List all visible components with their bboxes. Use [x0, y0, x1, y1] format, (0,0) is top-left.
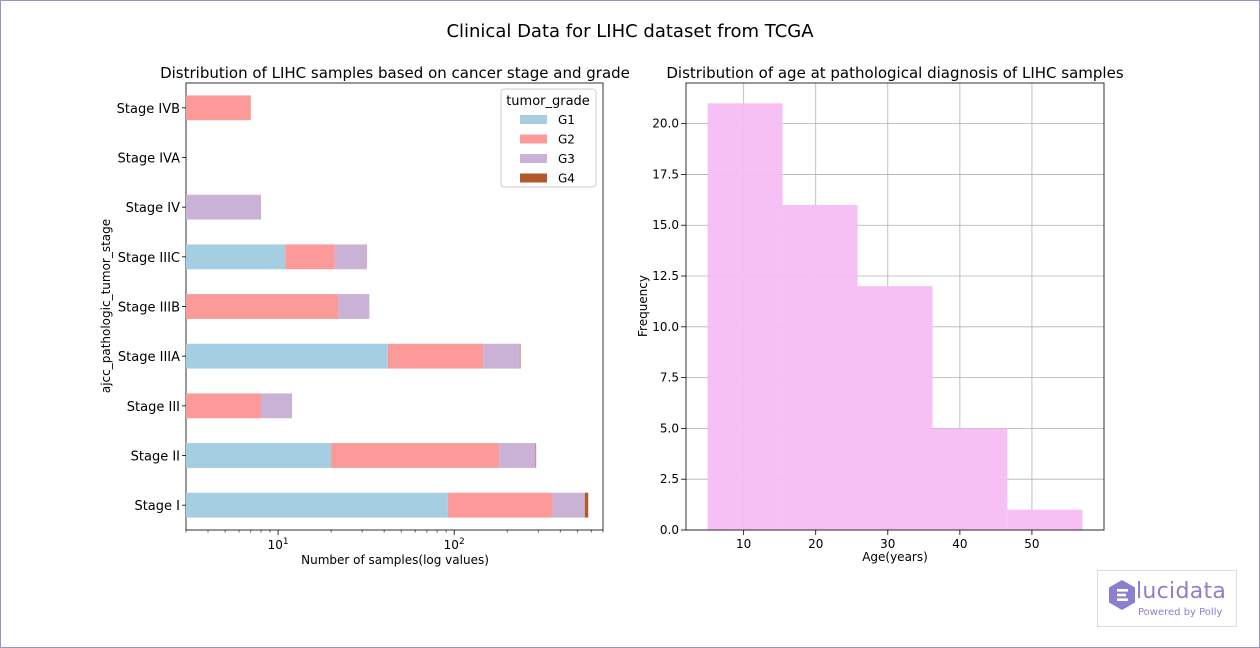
- hist-x-label: Age(years): [862, 550, 928, 564]
- legend-swatch-G1: [520, 115, 547, 124]
- bar-segment-G3-stage-i: [552, 492, 585, 518]
- bar-segment-G2-stage-iii: [186, 393, 262, 419]
- bar-segment-G3-stage-iiia: [483, 343, 520, 369]
- hist-y-ticks: 0.0 2.5 5.0 7.5 10.0 12.5 15.0 17.5 20.0: [652, 117, 686, 537]
- hist-x-tick-label: 10: [736, 537, 751, 551]
- bar-y-tick-label: Stage II: [131, 450, 180, 465]
- hist-y-tick-label: 17.5: [652, 167, 679, 181]
- bar-segment-G2-stage-iiib: [186, 294, 339, 319]
- legend-label-G1: G1: [558, 113, 575, 127]
- hist-x-tick-label: 30: [880, 537, 895, 551]
- legend-items: G1 G2 G3 G4: [520, 113, 575, 186]
- bar-segment-G4-stage-ii: [535, 443, 537, 468]
- bar-segment-G3-stage-iii: [261, 393, 293, 419]
- bar-y-tick-label: Stage IIIA: [118, 350, 180, 365]
- legend-swatch-G3: [520, 154, 547, 163]
- bar-segment-G3-stage-iv: [186, 194, 262, 220]
- bar-y-tick-label: Stage IVA: [118, 152, 181, 167]
- bar-segment-G2-stage-ivb: [186, 95, 251, 121]
- legend-label-G3: G3: [558, 152, 575, 166]
- hist-bar-5: [1007, 509, 1083, 530]
- bar-segment-G3-stage-iiic: [334, 244, 368, 270]
- bar-x-tick-label: 102: [444, 537, 465, 552]
- bar-segment-G1-stage-iiia: [186, 343, 388, 369]
- bar-y-tick-label: Stage III: [127, 400, 180, 415]
- elucidata-logo: lucidata Powered by Polly: [1097, 570, 1237, 627]
- bar-x-ticks: 101 102: [185, 530, 604, 552]
- bar-y-tick-label: Stage IIIB: [118, 301, 180, 316]
- hist-y-label: Frequency: [636, 275, 650, 337]
- legend-label-G4: G4: [558, 172, 575, 186]
- bar-y-tick-label: Stage IVB: [117, 102, 180, 117]
- hist-y-tick-label: 20.0: [652, 117, 679, 131]
- legend-swatch-G4: [520, 173, 547, 183]
- hist-bar-1: [707, 103, 783, 530]
- bar-segment-G1-stage-i: [186, 492, 448, 518]
- hist-y-tick-label: 2.5: [660, 472, 679, 486]
- bar-segment-G1-stage-iiic: [186, 244, 286, 270]
- hist-y-tick-label: 0.0: [660, 523, 679, 537]
- hist-bar-3: [857, 286, 933, 530]
- bar-marks: [186, 95, 589, 518]
- bar-segment-G2-stage-ii: [331, 443, 500, 468]
- bar-segment-G1-stage-ii: [186, 443, 332, 468]
- bar-chart-title: Distribution of LIHC samples based on ca…: [160, 64, 630, 82]
- bar-y-ticks: Stage I Stage II Stage III Stage IIIA Stage …: [117, 102, 186, 514]
- bar-segment-G2-stage-i: [447, 492, 553, 518]
- bar-segment-G4-stage-iiia: [519, 343, 521, 369]
- bar-segment-G2-stage-iiic: [285, 244, 335, 270]
- hist-y-tick-label: 15.0: [652, 218, 679, 232]
- hist-y-tick-label: 10.0: [652, 320, 679, 334]
- bar-y-label: ajcc_pathologic_tumor_stage: [99, 219, 113, 393]
- hist-x-tick-label: 50: [1024, 537, 1039, 551]
- hist-x-tick-label: 20: [808, 537, 823, 551]
- legend-label-G2: G2: [558, 133, 575, 147]
- bar-y-tick-label: Stage I: [134, 499, 180, 514]
- hist-marks: [707, 103, 1083, 530]
- bar-x-tick-label: 101: [268, 537, 289, 552]
- logo-wordmark: lucidata: [1136, 579, 1227, 604]
- hist-x-ticks: 10 20 30 40 50: [736, 530, 1040, 551]
- bar-x-label: Number of samples(log values): [301, 553, 489, 567]
- hist-y-tick-label: 5.0: [660, 421, 679, 435]
- legend-swatch-G2: [520, 134, 547, 144]
- bar-y-tick-label: Stage IIIC: [118, 251, 180, 266]
- figure-title: Clinical Data for LIHC dataset from TCGA: [446, 21, 814, 42]
- bar-segment-G3-stage-iiib: [338, 294, 370, 319]
- age-histogram-chart: Distribution of age at pathological diag…: [636, 64, 1124, 564]
- hist-x-tick-label: 40: [952, 537, 967, 551]
- bar-segment-G3-stage-ii: [499, 443, 536, 468]
- hist-bar-4: [932, 428, 1008, 530]
- stage-grade-chart: Distribution of LIHC samples based on ca…: [99, 64, 630, 567]
- hist-plot-area: [685, 82, 1105, 531]
- hist-title: Distribution of age at pathological diag…: [666, 64, 1123, 82]
- bar-segment-G2-stage-iiia: [387, 343, 484, 369]
- hist-y-tick-label: 7.5: [660, 371, 679, 385]
- legend: tumor_grade G1 G2 G3 G4: [500, 88, 597, 188]
- legend-title: tumor_grade: [506, 94, 590, 109]
- bar-y-tick-label: Stage IV: [126, 201, 181, 216]
- bar-segment-G4-stage-i: [584, 492, 589, 518]
- hist-bar-2: [782, 204, 858, 530]
- logo-hexagon-icon: [1109, 580, 1135, 610]
- hist-y-tick-label: 12.5: [652, 269, 679, 283]
- logo-tagline: Powered by Polly: [1138, 607, 1223, 618]
